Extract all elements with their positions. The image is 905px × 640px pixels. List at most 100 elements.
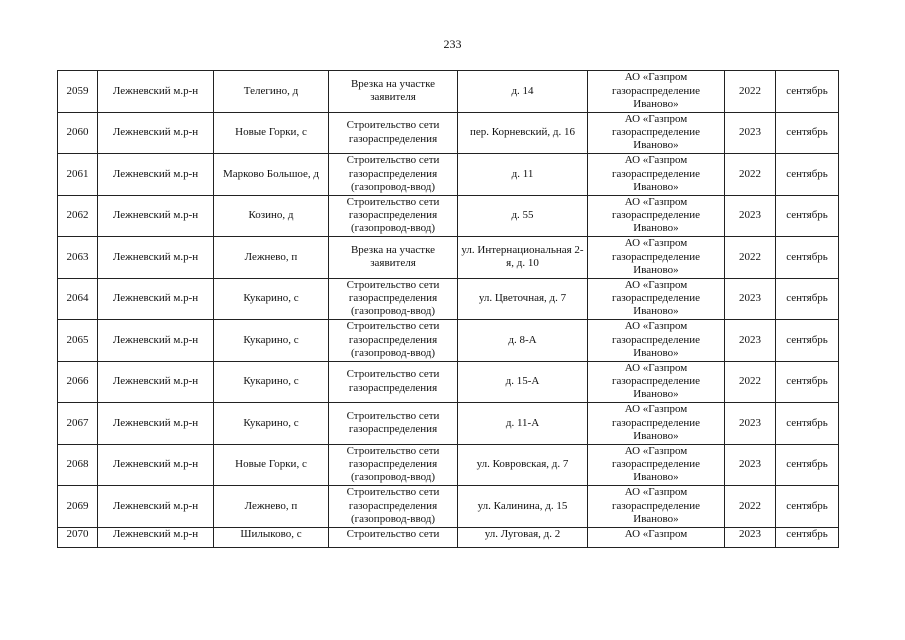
work-type-cell: Строительство сети газораспределения (га… (328, 485, 458, 528)
organization-cell: АО «Газпром газораспределение Иваново» (587, 70, 725, 113)
month-cell: сентябрь (775, 277, 839, 320)
locality-cell: Кукарино, с (213, 402, 329, 445)
month-cell: сентябрь (775, 526, 839, 548)
locality-cell: Лежнево, п (213, 485, 329, 528)
month-cell: сентябрь (775, 153, 839, 196)
month-cell: сентябрь (775, 70, 839, 113)
district-cell: Лежневский м.р-н (97, 277, 214, 320)
year-cell: 2022 (724, 360, 776, 403)
address-cell: ул. Интернациональная 2-я, д. 10 (457, 236, 588, 279)
year-cell: 2023 (724, 443, 776, 486)
month-cell: сентябрь (775, 402, 839, 445)
table-row: 2069 Лежневский м.р-н Лежнево, п Строительс… (57, 485, 839, 528)
address-cell: ул. Калинина, д. 15 (457, 485, 588, 528)
address-cell: ул. Цветочная, д. 7 (457, 277, 588, 320)
district-cell: Лежневский м.р-н (97, 360, 214, 403)
work-type-cell: Строительство сети газораспределения (га… (328, 443, 458, 486)
locality-cell: Новые Горки, с (213, 443, 329, 486)
locality-cell: Лежнево, п (213, 236, 329, 279)
organization-cell: АО «Газпром газораспределение Иваново» (587, 443, 725, 486)
organization-cell: АО «Газпром газораспределение Иваново» (587, 485, 725, 528)
table-row: 2067 Лежневский м.р-н Кукарино, с Строитель… (57, 402, 839, 445)
month-cell: сентябрь (775, 319, 839, 362)
year-cell: 2022 (724, 153, 776, 196)
organization-cell: АО «Газпром (587, 526, 725, 548)
row-number: 2059 (57, 70, 98, 113)
address-cell: д. 11-А (457, 402, 588, 445)
table-row: 2068 Лежневский м.р-н Новые Горки, с Строит… (57, 443, 839, 486)
locality-cell: Марково Большое, д (213, 153, 329, 196)
organization-cell: АО «Газпром газораспределение Иваново» (587, 360, 725, 403)
row-number: 2066 (57, 360, 98, 403)
table-row: 2062 Лежневский м.р-н Козино, д Строительст… (57, 194, 839, 237)
organization-cell: АО «Газпром газораспределение Иваново» (587, 194, 725, 237)
table-row: 2066 Лежневский м.р-н Кукарино, с Строитель… (57, 360, 839, 403)
work-type-cell: Строительство сети газораспределения (га… (328, 153, 458, 196)
district-cell: Лежневский м.р-н (97, 236, 214, 279)
year-cell: 2022 (724, 236, 776, 279)
locality-cell: Кукарино, с (213, 319, 329, 362)
address-cell: ул. Ковровская, д. 7 (457, 443, 588, 486)
year-cell: 2022 (724, 485, 776, 528)
locality-cell: Шилыково, с (213, 526, 329, 548)
work-type-cell: Строительство сети газораспределения (328, 111, 458, 154)
year-cell: 2023 (724, 319, 776, 362)
year-cell: 2023 (724, 402, 776, 445)
organization-cell: АО «Газпром газораспределение Иваново» (587, 236, 725, 279)
organization-cell: АО «Газпром газораспределение Иваново» (587, 111, 725, 154)
district-cell: Лежневский м.р-н (97, 111, 214, 154)
locality-cell: Кукарино, с (213, 360, 329, 403)
district-cell: Лежневский м.р-н (97, 194, 214, 237)
row-number: 2067 (57, 402, 98, 445)
address-cell: д. 14 (457, 70, 588, 113)
row-number: 2070 (57, 526, 98, 548)
organization-cell: АО «Газпром газораспределение Иваново» (587, 319, 725, 362)
row-number: 2062 (57, 194, 98, 237)
work-type-cell: Врезка на участке заявителя (328, 70, 458, 113)
work-type-cell: Строительство сети газораспределения (га… (328, 194, 458, 237)
row-number: 2060 (57, 111, 98, 154)
table-row: 2070 Лежневский м.р-н Шилыково, с Строитель… (57, 526, 839, 548)
work-type-cell: Строительство сети газораспределения (328, 402, 458, 445)
work-type-cell: Строительство сети газораспределения (га… (328, 319, 458, 362)
district-cell: Лежневский м.р-н (97, 319, 214, 362)
table-row: 2060 Лежневский м.р-н Новые Горки, с Строит… (57, 111, 839, 154)
organization-cell: АО «Газпром газораспределение Иваново» (587, 277, 725, 320)
locality-cell: Новые Горки, с (213, 111, 329, 154)
row-number: 2068 (57, 443, 98, 486)
year-cell: 2022 (724, 70, 776, 113)
page-number: 233 (443, 37, 462, 51)
month-cell: сентябрь (775, 360, 839, 403)
table-row: 2061 Лежневский м.р-н Марково Большое, д Ст… (57, 153, 839, 196)
table-row: 2065 Лежневский м.р-н Кукарино, с Строитель… (57, 319, 839, 362)
row-number: 2064 (57, 277, 98, 320)
address-cell: д. 8-А (457, 319, 588, 362)
row-number: 2065 (57, 319, 98, 362)
month-cell: сентябрь (775, 236, 839, 279)
locality-cell: Кукарино, с (213, 277, 329, 320)
table-row: 2063 Лежневский м.р-н Лежнево, п Врезка на … (57, 236, 839, 279)
table-row: 2064 Лежневский м.р-н Кукарино, с Строитель… (57, 277, 839, 320)
address-cell: д. 55 (457, 194, 588, 237)
year-cell: 2023 (724, 277, 776, 320)
work-type-cell: Строительство сети газораспределения (га… (328, 277, 458, 320)
organization-cell: АО «Газпром газораспределение Иваново» (587, 153, 725, 196)
row-number: 2061 (57, 153, 98, 196)
address-cell: д. 11 (457, 153, 588, 196)
district-cell: Лежневский м.р-н (97, 70, 214, 113)
month-cell: сентябрь (775, 485, 839, 528)
table-row: 2059 Лежневский м.р-н Телегино, д Врезка на… (57, 70, 839, 113)
district-cell: Лежневский м.р-н (97, 153, 214, 196)
work-type-cell: Строительство сети (328, 526, 458, 548)
district-cell: Лежневский м.р-н (97, 443, 214, 486)
year-cell: 2023 (724, 111, 776, 154)
address-cell: ул. Луговая, д. 2 (457, 526, 588, 548)
locality-cell: Козино, д (213, 194, 329, 237)
row-number: 2063 (57, 236, 98, 279)
month-cell: сентябрь (775, 443, 839, 486)
district-cell: Лежневский м.р-н (97, 485, 214, 528)
year-cell: 2023 (724, 526, 776, 548)
district-cell: Лежневский м.р-н (97, 526, 214, 548)
month-cell: сентябрь (775, 194, 839, 237)
work-type-cell: Врезка на участке заявителя (328, 236, 458, 279)
